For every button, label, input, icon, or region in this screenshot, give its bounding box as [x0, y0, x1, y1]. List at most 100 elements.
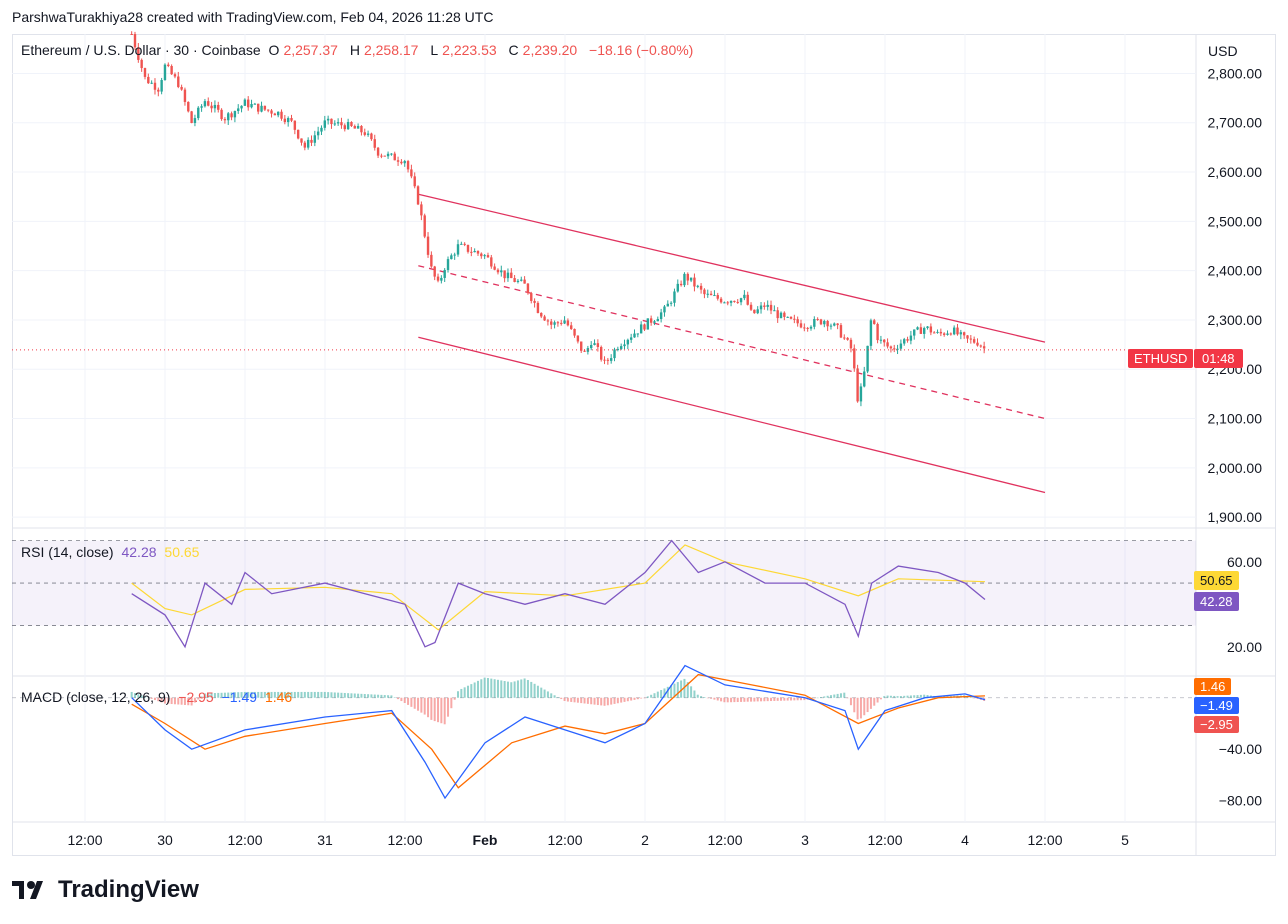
candle-body — [786, 316, 789, 318]
macd-histogram-bar — [370, 694, 373, 698]
macd-title[interactable]: MACD (close, 12, 26, 9) — [21, 689, 171, 705]
macd-histogram-bar — [783, 697, 786, 701]
macd-line — [131, 664, 986, 800]
macd-histogram-bar — [826, 695, 829, 698]
macd-histogram-bar — [267, 691, 270, 698]
candle-body — [952, 327, 956, 335]
macd-axis-label: −80.00 — [1219, 793, 1262, 809]
macd-histogram-bar — [437, 697, 440, 723]
macd-histogram-bar — [250, 691, 253, 698]
macd-signal-value: 1.46 — [264, 689, 293, 705]
rsi-value: 42.28 — [121, 544, 157, 560]
candle-body — [473, 251, 476, 253]
macd-histogram-bar — [423, 697, 426, 715]
candle-body — [230, 113, 233, 118]
macd-histogram-bar — [690, 686, 693, 698]
rsi-title[interactable]: RSI (14, close) — [21, 544, 114, 560]
candle-body — [972, 339, 976, 343]
candle-body — [616, 348, 620, 350]
candle-body — [253, 103, 257, 105]
macd-histogram-bar — [237, 692, 240, 698]
candle-body — [333, 123, 336, 125]
macd-histogram-bar — [859, 697, 862, 719]
macd-histogram-bar — [433, 697, 436, 722]
macd-histogram-bar — [666, 686, 669, 698]
candle-body — [266, 109, 270, 111]
macd-histogram-bar — [623, 697, 626, 702]
candle-body — [320, 127, 323, 132]
symbol-title[interactable]: Ethereum / U.S. Dollar · 30 · Coinbase — [21, 42, 261, 58]
candle-body — [679, 283, 683, 286]
candle-body — [699, 285, 703, 290]
currency-label[interactable]: USD — [1208, 43, 1238, 59]
candle-body — [576, 335, 580, 342]
macd-histogram-bar — [227, 692, 230, 698]
macd-histogram-bar — [653, 693, 656, 698]
macd-histogram-bar — [443, 697, 446, 725]
candle-body — [883, 339, 886, 343]
macd-histogram-bar — [846, 697, 849, 699]
candle-body — [836, 323, 839, 326]
macd-histogram-bar — [886, 695, 889, 698]
candle-body — [829, 325, 833, 327]
macd-histogram-bar — [393, 697, 396, 698]
macd-histogram-bar — [183, 697, 186, 705]
macd-histogram-bar — [210, 693, 213, 698]
macd-histogram-bar — [730, 697, 733, 703]
macd-histogram-bar — [766, 697, 769, 702]
time-axis-label: 12:00 — [67, 832, 102, 848]
candle-body — [873, 320, 876, 324]
macd-histogram-bar — [756, 697, 759, 702]
macd-histogram-bar — [473, 682, 476, 698]
macd-histogram-bar — [586, 697, 589, 704]
tradingview-logo-icon — [12, 881, 43, 899]
macd-histogram-bar — [733, 697, 736, 703]
macd-histogram-bar — [770, 697, 773, 702]
macd-histogram-bar — [223, 692, 226, 698]
candle-body — [866, 345, 869, 372]
macd-histogram-bar — [799, 697, 802, 701]
candle-body — [213, 104, 217, 109]
macd-histogram-bar — [397, 697, 400, 700]
tradingview-logo[interactable]: TradingView — [12, 876, 199, 904]
candle-body — [533, 300, 536, 303]
candle-body — [713, 295, 716, 297]
candle-body — [583, 350, 586, 352]
candle-body — [183, 89, 187, 102]
candle-body — [386, 153, 390, 157]
price-axis-label: 2,700.00 — [1208, 115, 1263, 131]
price-axis-label: 2,600.00 — [1208, 164, 1263, 180]
macd-histogram-bar — [750, 697, 753, 702]
candle-body — [313, 135, 317, 143]
macd-histogram-bar — [220, 692, 223, 698]
price-tag-countdown: 01:48 — [1194, 349, 1243, 368]
candle-body — [663, 306, 666, 313]
candle-body — [946, 333, 949, 335]
candle-body — [593, 343, 596, 345]
macd-histogram-bar — [373, 694, 376, 698]
macd-histogram-bar — [866, 697, 869, 713]
macd-histogram-bar — [516, 680, 519, 698]
time-axis-label: 3 — [801, 832, 809, 848]
candle-body — [563, 320, 566, 324]
macd-histogram-bar — [606, 697, 609, 706]
macd-histogram-bar — [450, 697, 453, 709]
macd-line-tag: −1.49 — [1194, 697, 1239, 714]
candle-body — [823, 321, 826, 325]
macd-histogram-bar — [616, 697, 619, 704]
candle-body — [143, 68, 147, 77]
macd-histogram-bar — [483, 677, 486, 698]
candle-body — [863, 371, 866, 387]
macd-histogram-bar — [523, 678, 526, 698]
candle-body — [666, 303, 669, 307]
candle-body — [257, 103, 260, 112]
candle-body — [962, 332, 966, 336]
macd-histogram-bar — [480, 679, 483, 698]
candle-body — [363, 132, 366, 135]
candle-body — [719, 298, 723, 303]
candle-body — [706, 293, 709, 295]
candle-body — [566, 320, 570, 326]
time-axis-label: 4 — [961, 832, 969, 848]
legend-close: C 2,239.20 — [508, 42, 578, 58]
